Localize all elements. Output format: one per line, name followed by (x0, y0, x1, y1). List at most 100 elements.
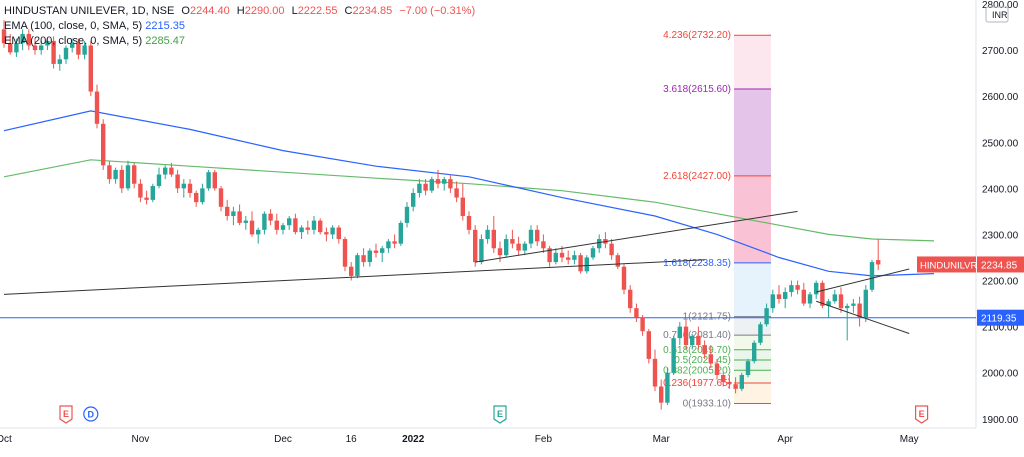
candle-body (8, 43, 13, 53)
candle-body (305, 227, 310, 230)
dividend-marker-label: D (88, 410, 95, 420)
candle-body (169, 167, 174, 175)
candle-body (212, 172, 217, 189)
candle-body (671, 338, 676, 373)
candle-body (57, 59, 62, 64)
candle-body (324, 232, 329, 235)
candle-body (280, 225, 286, 230)
trendline (3, 259, 705, 295)
x-tick-label: Feb (535, 434, 553, 445)
candle-body (795, 285, 800, 290)
high-value: 2290.00 (244, 5, 285, 17)
candle-body (293, 218, 298, 233)
candle-body (652, 358, 658, 387)
candle-body (51, 40, 56, 64)
candle-body (733, 384, 738, 389)
fib-band (734, 382, 771, 404)
ema200-value: 2285.47 (145, 35, 185, 47)
candle-body (14, 43, 19, 53)
candle-body (26, 33, 31, 46)
fib-level-label: 0.236(1977.65) (663, 378, 731, 389)
candle-body (194, 192, 199, 203)
candle-body (547, 248, 552, 263)
candle-body (206, 172, 211, 189)
candle-body (225, 206, 230, 216)
y-tick-label: 1900.00 (982, 415, 1019, 426)
candle-body (851, 303, 856, 306)
fib-band (734, 360, 771, 371)
candle-body (150, 186, 155, 200)
candle-body (783, 292, 788, 299)
fib-level-label: 1.618(2238.35) (663, 258, 731, 269)
fib-level-label: 4.236(2732.20) (663, 30, 731, 41)
candle-body (646, 331, 651, 359)
fib-level-label: 0(1933.10) (683, 399, 731, 410)
hline-tag-box (977, 309, 1024, 326)
candle-body (181, 183, 186, 189)
ema200-line (3, 159, 935, 242)
candle-body (460, 197, 465, 216)
candle-body (789, 285, 794, 293)
x-tick-label: May (900, 434, 919, 445)
candle-body (597, 239, 602, 249)
candle-body (721, 375, 726, 382)
currency-box (985, 6, 1009, 23)
candle-body (107, 165, 112, 180)
candle-body (609, 243, 614, 256)
candle-body (690, 335, 695, 346)
candle-body (838, 294, 844, 309)
ema100-label: EMA (100, close, 0, SMA, 5) (4, 20, 143, 32)
candle-body (566, 257, 571, 260)
x-tick-label: Mar (653, 434, 671, 445)
fib-band (734, 175, 771, 263)
candle-body (714, 363, 720, 375)
candle-body (683, 326, 689, 346)
candle-body (702, 345, 707, 355)
fib-level-label: 1(2121.75) (683, 312, 731, 323)
legend-ema200-row: EMA (200, close, 0, SMA, 5) 2285.47 (4, 34, 475, 49)
trendline (816, 268, 910, 293)
candle-body (541, 241, 546, 249)
candle-body (318, 220, 323, 233)
candle-body (45, 40, 50, 46)
candle-body (535, 229, 540, 242)
candle-body (442, 179, 447, 184)
trendline (816, 300, 910, 334)
candle-body (200, 188, 205, 203)
fib-level-label: 3.618(2615.60) (663, 84, 731, 95)
candle-body (559, 252, 565, 258)
y-tick-label: 2400.00 (982, 184, 1019, 195)
candle-body (392, 241, 397, 244)
symbol-title: HINDUSTAN UNILEVER, 1D, NSE (4, 5, 175, 17)
candle-body (876, 260, 881, 265)
ema100-value: 2215.35 (145, 20, 185, 32)
y-tick-label: 2700.00 (982, 46, 1019, 57)
currency-label: INR (992, 10, 1008, 20)
candle-body (373, 250, 379, 253)
x-tick-label: Oct (0, 434, 12, 445)
fib-level-label: 0.382(2005.20) (663, 365, 731, 376)
candle-body (243, 220, 248, 223)
fib-level-label: 2.618(2427.00) (663, 171, 731, 182)
candle-body (237, 211, 242, 223)
candle-body (82, 45, 87, 55)
candle-body (156, 174, 162, 187)
candle-body (696, 335, 701, 346)
candle-body (621, 266, 627, 290)
candle-body (857, 303, 862, 318)
fib-band (734, 88, 771, 176)
candle-body (491, 229, 496, 249)
x-tick-label: Nov (132, 434, 150, 445)
candle-body (745, 361, 751, 375)
candle-body (863, 289, 868, 318)
candle-body (20, 33, 25, 44)
ema100-line (3, 110, 935, 277)
candle-body (163, 167, 168, 175)
candle-body (342, 239, 348, 267)
candle-body (435, 179, 441, 184)
candle-body (187, 183, 193, 193)
candle-body (869, 262, 875, 290)
y-tick-label: 2600.00 (982, 92, 1019, 103)
